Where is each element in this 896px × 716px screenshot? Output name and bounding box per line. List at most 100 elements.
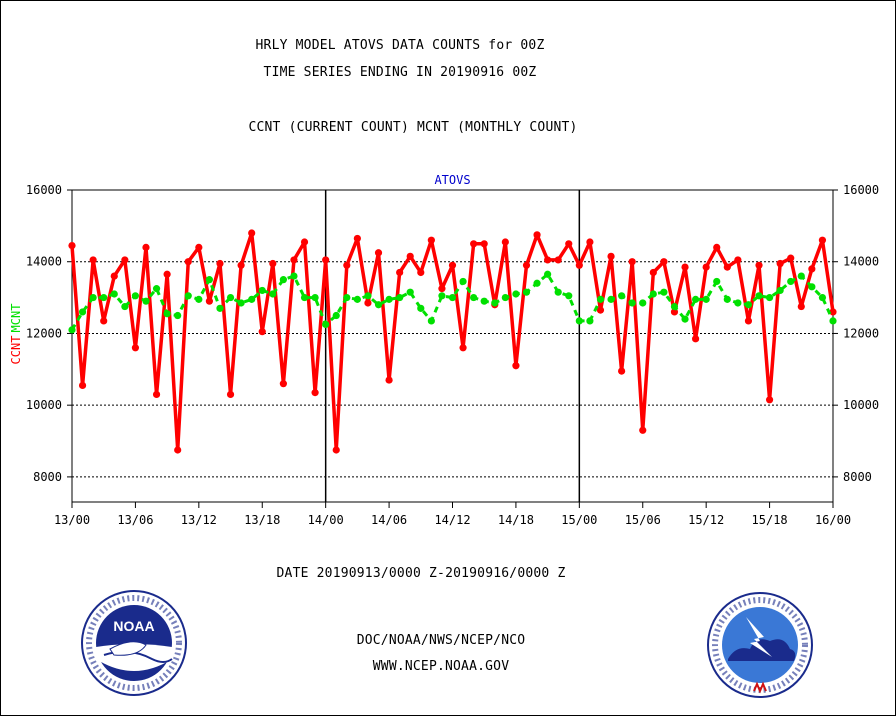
data-point-ccnt: [332, 446, 340, 454]
data-point-mcnt: [501, 293, 509, 302]
data-point-ccnt: [533, 231, 541, 239]
data-point-ccnt: [639, 426, 647, 434]
data-point-ccnt: [808, 265, 816, 273]
data-point-ccnt: [216, 259, 224, 268]
data-point-mcnt: [544, 270, 552, 278]
chart-title-line1: HRLY MODEL ATOVS DATA COUNTS for 00Z: [255, 38, 545, 53]
data-point-ccnt: [311, 389, 319, 397]
data-point-mcnt: [765, 293, 774, 302]
data-point-ccnt: [596, 306, 605, 314]
y-tick-label-right: 14000: [843, 255, 879, 269]
data-point-mcnt: [491, 299, 499, 307]
y-tick-label-right: 16000: [843, 183, 879, 197]
data-point-mcnt: [459, 277, 467, 286]
data-point-mcnt: [163, 310, 171, 318]
data-point-mcnt: [565, 292, 573, 300]
data-point-ccnt: [459, 344, 467, 352]
plot-title: ATOVS: [434, 173, 470, 187]
data-point-mcnt: [639, 299, 647, 307]
data-point-ccnt: [586, 238, 594, 246]
data-point-ccnt: [290, 256, 298, 264]
data-point-ccnt: [142, 243, 150, 251]
data-point-ccnt: [269, 259, 277, 268]
data-point-mcnt: [78, 308, 87, 316]
data-point-mcnt: [343, 293, 351, 302]
data-point-mcnt: [797, 272, 805, 280]
data-point-ccnt: [300, 238, 309, 246]
data-point-mcnt: [174, 311, 182, 320]
data-point-mcnt: [660, 288, 668, 296]
data-point-ccnt: [89, 256, 97, 264]
data-point-mcnt: [195, 295, 203, 303]
data-point-ccnt: [396, 268, 404, 277]
x-tick-label: 16/00: [815, 513, 851, 527]
data-point-ccnt: [184, 258, 192, 266]
data-point-ccnt: [702, 263, 710, 271]
data-point-mcnt: [670, 302, 679, 311]
data-point-mcnt: [100, 293, 108, 302]
data-point-ccnt: [755, 261, 763, 269]
data-point-mcnt: [216, 304, 224, 312]
x-tick-label: 14/06: [371, 513, 407, 527]
data-point-ccnt: [660, 258, 668, 266]
y-tick-label-right: 10000: [843, 398, 879, 412]
x-tick-label: 14/00: [308, 513, 344, 527]
date-range-label: DATE 20190913/0000 Z-20190916/0000 Z: [276, 566, 566, 581]
data-point-mcnt: [438, 292, 446, 300]
data-point-ccnt: [68, 241, 76, 250]
x-tick-label: 14/18: [498, 513, 534, 527]
data-point-ccnt: [607, 252, 615, 260]
data-point-ccnt: [374, 249, 383, 257]
data-point-mcnt: [300, 293, 309, 302]
data-point-mcnt: [385, 295, 393, 303]
chart-subtitle: CCNT (CURRENT COUNT) MCNT (MONTHLY COUNT…: [248, 120, 578, 135]
data-point-ccnt: [734, 256, 742, 264]
data-point-ccnt: [248, 229, 256, 237]
data-point-mcnt: [755, 292, 763, 300]
data-point-ccnt: [723, 263, 731, 271]
data-point-mcnt: [406, 288, 414, 296]
x-tick-label: 14/12: [434, 513, 470, 527]
data-point-ccnt: [501, 238, 509, 246]
data-point-mcnt: [131, 292, 140, 300]
data-point-mcnt: [121, 302, 129, 311]
y-tick-label-left: 12000: [26, 326, 62, 340]
x-tick-label: 15/18: [752, 513, 788, 527]
data-point-ccnt: [131, 344, 140, 352]
data-point-mcnt: [702, 295, 710, 303]
data-point-ccnt: [417, 268, 425, 277]
data-point-mcnt: [184, 292, 192, 300]
data-point-ccnt: [512, 362, 520, 370]
data-point-mcnt: [322, 320, 330, 329]
y-tick-label-right: 8000: [843, 470, 872, 484]
data-point-mcnt: [575, 317, 583, 325]
x-tick-label: 15/00: [561, 513, 597, 527]
data-point-ccnt: [364, 299, 372, 307]
chart-title-line2: TIME SERIES ENDING IN 20190916 00Z: [263, 65, 537, 80]
data-point-ccnt: [152, 390, 161, 399]
data-point-ccnt: [575, 261, 583, 269]
data-point-mcnt: [829, 317, 837, 325]
data-point-mcnt: [237, 299, 245, 307]
data-point-ccnt: [681, 263, 689, 271]
y-tick-label-left: 8000: [33, 470, 62, 484]
data-point-ccnt: [385, 376, 393, 384]
data-point-ccnt: [448, 261, 457, 269]
data-point-ccnt: [110, 272, 118, 280]
data-point-mcnt: [734, 299, 742, 307]
data-point-mcnt: [649, 290, 657, 298]
data-point-ccnt: [343, 261, 351, 269]
data-point-mcnt: [512, 290, 520, 298]
footer-org: DOC/NOAA/NWS/NCEP/NCO: [356, 633, 526, 648]
data-point-ccnt: [195, 243, 203, 251]
data-point-mcnt: [586, 317, 594, 325]
data-point-ccnt: [618, 367, 626, 375]
data-point-mcnt: [713, 277, 721, 286]
plot-area: [71, 189, 834, 503]
data-point-mcnt: [89, 293, 97, 302]
data-point-mcnt: [681, 315, 689, 323]
data-point-ccnt: [470, 240, 478, 248]
x-tick-label: 13/18: [244, 513, 280, 527]
data-point-ccnt: [427, 236, 435, 244]
data-point-mcnt: [522, 288, 531, 296]
